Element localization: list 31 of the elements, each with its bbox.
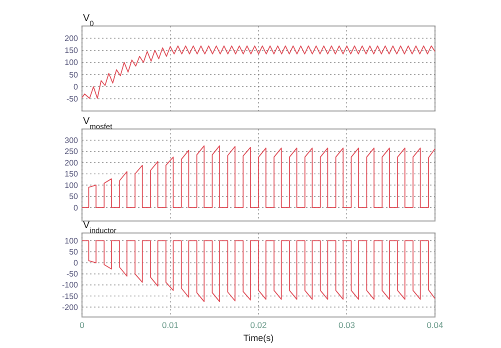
x-tick-label: 0.03 <box>338 320 356 330</box>
y-tick-label: 250 <box>64 147 79 156</box>
line-series <box>82 45 436 99</box>
y-tick-label: 0 <box>74 82 79 92</box>
y-tick-label: -200 <box>62 302 79 312</box>
y-tick-label: 50 <box>69 192 79 202</box>
x-tick-label: 0.01 <box>162 320 179 330</box>
y-tick-label: 200 <box>64 158 79 168</box>
chart-title: V$_{0}$ <box>83 13 94 28</box>
y-tick-label: 150 <box>64 46 79 56</box>
x-axis-title: Time(s) <box>243 333 274 343</box>
x-tick-label: 0.02 <box>250 320 268 330</box>
y-tick-label: 50 <box>69 70 79 80</box>
y-tick-label: 0 <box>74 258 79 268</box>
y-tick-label: 50 <box>69 248 79 257</box>
y-tick-label: 100 <box>64 180 79 190</box>
y-tick-label: 200 <box>64 34 79 43</box>
y-tick-label: 150 <box>64 170 79 179</box>
y-tick-label: -150 <box>62 292 79 301</box>
chart-title: V$_{inductor}$ <box>83 220 117 234</box>
y-tick-label: -50 <box>66 270 79 279</box>
chart-title: V$_{mosfet}$ <box>83 116 114 130</box>
line-series <box>82 145 436 208</box>
y-tick-label: -50 <box>66 94 79 104</box>
x-tick-label: 0.04 <box>426 320 444 330</box>
y-tick-label: 100 <box>64 58 79 68</box>
y-tick-label: 0 <box>74 203 79 212</box>
line-series <box>82 240 436 302</box>
y-tick-label: 300 <box>64 136 79 146</box>
y-tick-label: 100 <box>64 236 79 246</box>
y-tick-label: -100 <box>62 280 79 290</box>
